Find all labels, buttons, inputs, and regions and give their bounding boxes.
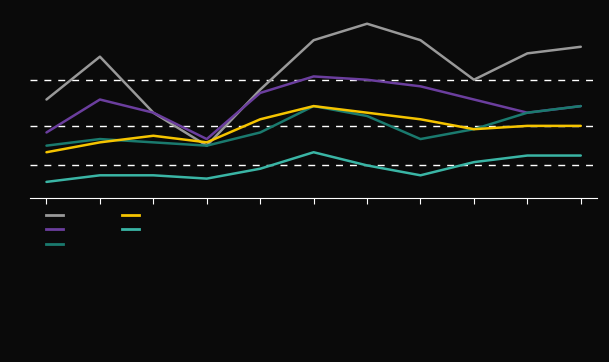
Legend:  ,  ,  ,  ,  : , , , , — [46, 211, 144, 249]
